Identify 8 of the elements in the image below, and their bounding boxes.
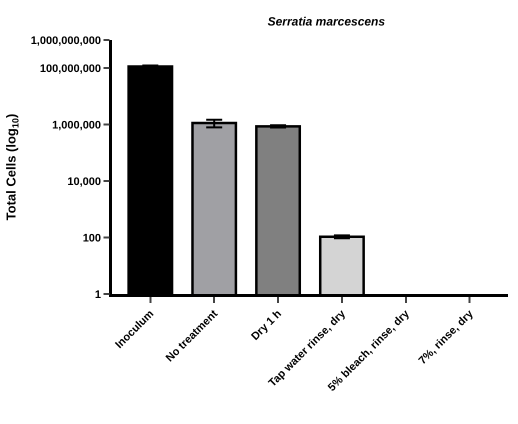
y-tick-label: 1,000,000 [52,120,102,132]
y-tick-label: 10,000 [67,176,102,188]
y-tick-label: 1,000,000,000 [30,34,102,47]
y-tick-label: 100,000,000 [40,63,102,76]
chart-title: Serratia marcescens [268,14,386,28]
y-tick-label: 1 [94,288,102,301]
text: 100 [82,232,102,244]
x-tick-label: Dry 1 h [249,308,284,343]
